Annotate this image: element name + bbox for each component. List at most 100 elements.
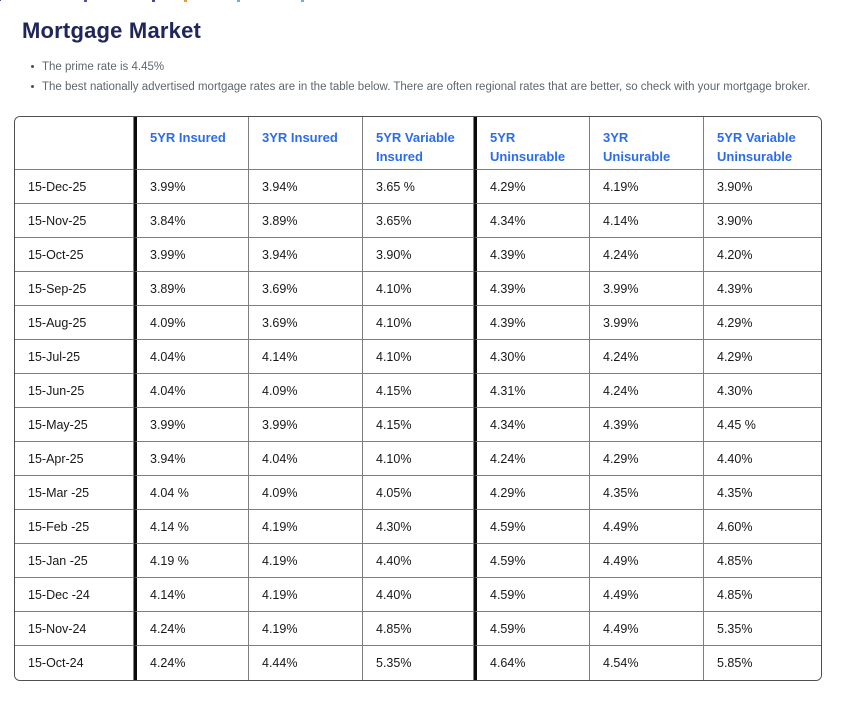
row-date: 15-Oct-25	[15, 238, 134, 272]
rate-cell: 4.59%	[474, 544, 590, 578]
note-prime-rate: The prime rate is 4.45%	[30, 60, 842, 74]
rate-cell: 3.89%	[249, 204, 363, 238]
rate-cell: 4.39%	[474, 306, 590, 340]
rate-cell: 4.04%	[134, 340, 249, 374]
rate-cell: 4.29%	[474, 476, 590, 510]
rate-cell: 4.19%	[249, 578, 363, 612]
rate-cell: 3.99%	[590, 272, 704, 306]
rate-cell: 3.99%	[134, 408, 249, 442]
table-row: 15-Jan -25 4.19 % 4.19% 4.40% 4.59% 4.49% 4.85…	[15, 544, 821, 578]
row-date: 15-Nov-25	[15, 204, 134, 238]
table-row: 15-Dec-25 3.99% 3.94% 3.65 % 4.29% 4.19% 3.90%	[15, 170, 821, 204]
table-row: 15-Sep-25 3.89% 3.69% 4.10% 4.39% 3.99% 4.39%	[15, 272, 821, 306]
rate-cell: 4.30%	[704, 374, 821, 408]
rate-cell: 4.15%	[363, 408, 474, 442]
rate-cell: 4.24%	[474, 442, 590, 476]
rate-cell: 4.31%	[474, 374, 590, 408]
rate-cell: 4.39%	[474, 238, 590, 272]
rate-cell: 4.39%	[704, 272, 821, 306]
rate-cell: 4.09%	[249, 476, 363, 510]
table-row: 15-Aug-25 4.09% 3.69% 4.10% 4.39% 3.99% 4.29%	[15, 306, 821, 340]
rate-cell: 4.85%	[704, 544, 821, 578]
rate-cell: 3.90%	[704, 204, 821, 238]
table-row: 15-Jul-25 4.04% 4.14% 4.10% 4.30% 4.24% 4.29%	[15, 340, 821, 374]
rate-cell: 4.14%	[134, 578, 249, 612]
rate-cell: 4.04 %	[134, 476, 249, 510]
rate-column-header: 5YR Variable Uninsurable	[704, 117, 821, 170]
rate-cell: 4.45 %	[704, 408, 821, 442]
row-date: 15-Dec-25	[15, 170, 134, 204]
rate-cell: 4.40%	[704, 442, 821, 476]
rate-cell: 4.19%	[249, 510, 363, 544]
notes-list: The prime rate is 4.45% The best nationa…	[30, 60, 842, 94]
rate-column-header: 3YR Unisurable	[590, 117, 704, 170]
rate-cell: 4.10%	[363, 272, 474, 306]
rate-cell: 3.69%	[249, 272, 363, 306]
rate-cell: 5.85%	[704, 646, 821, 680]
rate-cell: 3.99%	[249, 408, 363, 442]
rate-cell: 3.90%	[704, 170, 821, 204]
rate-cell: 3.90%	[363, 238, 474, 272]
rate-cell: 4.40%	[363, 578, 474, 612]
rate-cell: 4.49%	[590, 578, 704, 612]
rate-cell: 4.24%	[590, 238, 704, 272]
table-row: 15-Apr-25 3.94% 4.04% 4.10% 4.24% 4.29% 4.40%	[15, 442, 821, 476]
rate-cell: 3.69%	[249, 306, 363, 340]
rate-cell: 3.94%	[249, 170, 363, 204]
table-header-row: 5YR Insured 3YR Insured 5YR Variable Insur…	[15, 117, 821, 170]
rate-column-header: 5YR Insured	[134, 117, 249, 170]
rate-cell: 4.14%	[590, 204, 704, 238]
rate-cell: 4.29%	[704, 340, 821, 374]
cropped-text-remnant	[0, 0, 1, 1]
rate-cell: 4.39%	[474, 272, 590, 306]
rate-cell: 4.19%	[590, 170, 704, 204]
row-date: 15-Aug-25	[15, 306, 134, 340]
rate-cell: 4.19 %	[134, 544, 249, 578]
rate-cell: 4.30%	[474, 340, 590, 374]
rate-cell: 5.35%	[704, 612, 821, 646]
rate-cell: 4.40%	[363, 544, 474, 578]
row-date: 15-Jul-25	[15, 340, 134, 374]
table-row: 15-Oct-25 3.99% 3.94% 3.90% 4.39% 4.24% 4.20%	[15, 238, 821, 272]
row-date: 15-Oct-24	[15, 646, 134, 680]
rate-cell: 3.65 %	[363, 170, 474, 204]
page-title: Mortgage Market	[22, 18, 202, 43]
rate-cell: 4.54%	[590, 646, 704, 680]
rate-cell: 4.24%	[134, 646, 249, 680]
row-date: 15-May-25	[15, 408, 134, 442]
table-row: 15-May-25 3.99% 3.99% 4.15% 4.34% 4.39% 4.45 %	[15, 408, 821, 442]
rate-cell: 4.09%	[134, 306, 249, 340]
table-row: 15-Jun-25 4.04% 4.09% 4.15% 4.31% 4.24% 4.30%	[15, 374, 821, 408]
rate-cell: 4.10%	[363, 306, 474, 340]
rate-cell: 4.39%	[590, 408, 704, 442]
row-date: 15-Mar -25	[15, 476, 134, 510]
rate-cell: 4.20%	[704, 238, 821, 272]
rate-cell: 3.94%	[134, 442, 249, 476]
rate-cell: 4.10%	[363, 442, 474, 476]
rate-column-header: 5YR Uninsurable	[474, 117, 590, 170]
rate-cell: 3.84%	[134, 204, 249, 238]
rate-cell: 4.59%	[474, 612, 590, 646]
rate-cell: 4.19%	[249, 612, 363, 646]
row-date: 15-Nov-24	[15, 612, 134, 646]
rate-cell: 3.89%	[134, 272, 249, 306]
row-date: 15-Jan -25	[15, 544, 134, 578]
rate-cell: 4.14 %	[134, 510, 249, 544]
rate-cell: 4.35%	[704, 476, 821, 510]
rate-cell: 4.59%	[474, 510, 590, 544]
row-date: 15-Sep-25	[15, 272, 134, 306]
rate-cell: 4.29%	[474, 170, 590, 204]
row-date: 15-Feb -25	[15, 510, 134, 544]
rate-cell: 3.99%	[134, 170, 249, 204]
table-row: 15-Mar -25 4.04 % 4.09% 4.05% 4.29% 4.35% 4.35…	[15, 476, 821, 510]
rate-cell: 4.14%	[249, 340, 363, 374]
rate-cell: 4.05%	[363, 476, 474, 510]
rate-cell: 4.60%	[704, 510, 821, 544]
table-row: 15-Feb -25 4.14 % 4.19% 4.30% 4.59% 4.49% 4.60…	[15, 510, 821, 544]
rate-cell: 3.99%	[134, 238, 249, 272]
rate-cell: 4.34%	[474, 408, 590, 442]
rate-cell: 4.04%	[249, 442, 363, 476]
rate-cell: 4.85%	[704, 578, 821, 612]
date-column-header	[15, 117, 134, 170]
